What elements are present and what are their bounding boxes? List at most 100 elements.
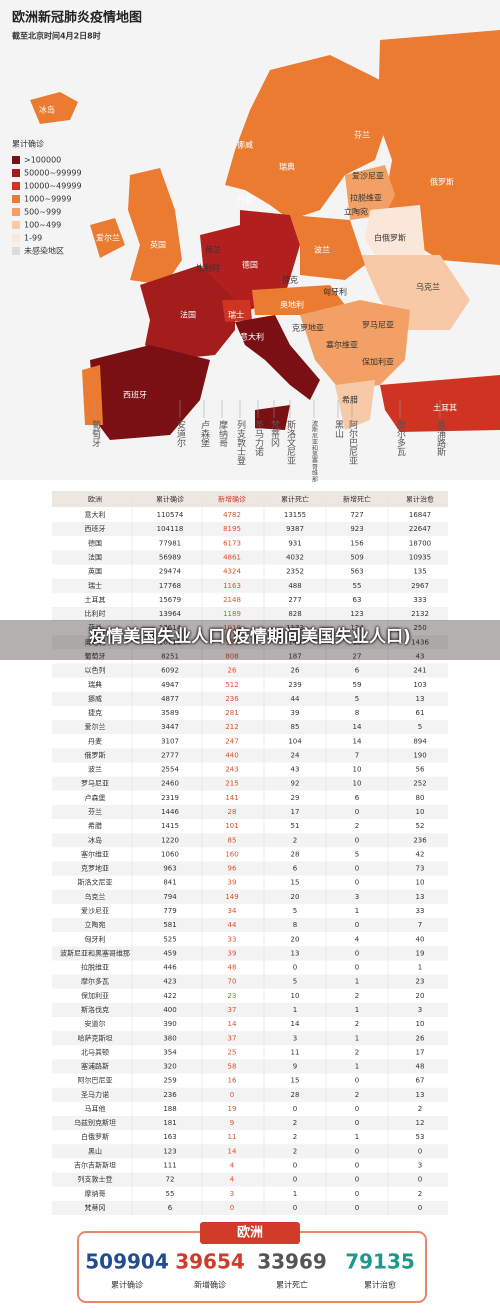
table-cell: 77981: [159, 539, 181, 547]
table-cell: 乌克兰: [85, 892, 106, 901]
table-row: [52, 677, 448, 692]
country-label: 俄罗斯: [430, 177, 454, 187]
table-cell: 160: [225, 850, 238, 858]
table-cell: 188: [163, 1105, 176, 1113]
table-cell: 104118: [157, 525, 184, 533]
table-cell: 17768: [159, 582, 181, 590]
table-row: [52, 1101, 448, 1117]
table-cell: 10: [291, 992, 300, 1000]
table-row: [52, 1073, 448, 1088]
table-row: [52, 635, 448, 650]
table-cell: 14: [353, 737, 362, 745]
table-cell: 236: [413, 836, 427, 844]
table-row: [52, 1158, 448, 1173]
country-shape: [200, 210, 300, 310]
table-cell: 梵蒂冈: [85, 1203, 106, 1212]
table-cell: 10: [416, 1020, 425, 1028]
summary: 欧洲 509904 累计确诊 39654 新增确诊 33969 累计死亡 79135 累计治愈: [77, 1222, 427, 1303]
table-cell: 4032: [286, 553, 304, 561]
table-cell: 0: [355, 1147, 359, 1155]
table-cell: 1: [355, 1063, 359, 1071]
table-cell: 2: [293, 1119, 297, 1127]
table-cell: 28: [291, 1091, 300, 1099]
table-row: [52, 847, 448, 862]
table-cell: 252: [413, 780, 426, 788]
table-cell: 挪威: [88, 694, 102, 703]
column-header: 累计确诊: [156, 495, 184, 504]
table-row: [52, 621, 448, 636]
table-cell: 3: [418, 1162, 422, 1170]
country-label: 西班牙: [123, 390, 147, 400]
table-cell: 146: [288, 638, 302, 646]
table-cell: 529: [225, 638, 238, 646]
table-row: [52, 903, 448, 919]
table-cell: 10: [353, 766, 362, 774]
table-cell: 446: [163, 964, 177, 972]
table-cell: 149: [225, 893, 238, 901]
country-shape: [365, 205, 425, 262]
table-cell: 135: [413, 568, 426, 576]
table-cell: 28: [291, 850, 300, 858]
legend: 累计确诊: [12, 139, 44, 149]
table-cell: 18: [353, 638, 362, 646]
country-label: 丹麦: [237, 195, 253, 205]
table-cell: 10: [353, 780, 362, 788]
map: [30, 30, 500, 440]
table-cell: 55: [353, 582, 362, 590]
table-cell: 52: [416, 822, 425, 830]
table-cell: 3: [418, 1006, 422, 1014]
country-label-vertical: 列支敦士登: [235, 419, 246, 465]
table-cell: 24: [291, 751, 300, 759]
table-cell: 白俄罗斯: [81, 1132, 109, 1141]
table-cell: 0: [355, 1176, 359, 1184]
country-label: 荷兰: [205, 245, 221, 255]
table-cell: 冰岛: [88, 835, 102, 844]
table-cell: 247: [225, 737, 238, 745]
table-row: [52, 988, 448, 1003]
table-cell: 63: [353, 596, 362, 604]
country-label-vertical: 塞浦路斯: [435, 419, 446, 457]
table-cell: 22647: [409, 525, 431, 533]
legend-label: 1-99: [24, 234, 42, 243]
table-cell: 23: [416, 978, 425, 986]
table-cell: 101: [225, 822, 238, 830]
table-cell: 2: [293, 1147, 297, 1155]
table-cell: 163: [163, 1133, 176, 1141]
table-cell: 190: [413, 751, 426, 759]
column-header: 累计治愈: [406, 495, 434, 504]
table-cell: 0: [355, 836, 359, 844]
overlay-band: [0, 620, 500, 660]
table-cell: 42: [416, 850, 425, 858]
table-row: [52, 960, 448, 975]
table-cell: 3447: [161, 723, 179, 731]
table-cell: 2967: [411, 582, 429, 590]
table-cell: 894: [413, 737, 427, 745]
table-cell: 25: [228, 1048, 237, 1056]
table-cell: 20: [291, 935, 300, 943]
table-cell: 5: [355, 850, 359, 858]
legend-swatch: [12, 247, 20, 255]
legend-label: 1000~9999: [24, 195, 71, 204]
table-cell: 26: [228, 667, 237, 675]
summary-label: 新增确诊: [194, 1280, 226, 1290]
table-header-bg: [52, 491, 448, 507]
table-cell: 1163: [223, 582, 241, 590]
country-shape: [30, 92, 78, 124]
country-label: 爱沙尼亚: [352, 172, 384, 181]
table-cell: 212: [225, 723, 238, 731]
country-label: 克罗地亚: [292, 323, 324, 333]
table-cell: 爱尔兰: [85, 722, 106, 731]
table-cell: 匈牙利: [85, 934, 106, 943]
summary-label: 累计确诊: [111, 1280, 143, 1290]
table-row: [52, 932, 448, 947]
table-cell: 239: [288, 681, 301, 689]
table-cell: 9: [230, 1119, 234, 1127]
table-cell: 摩尔多瓦: [81, 977, 109, 986]
table-cell: 37: [228, 1034, 237, 1042]
table-cell: 581: [163, 921, 176, 929]
country-label: 冰岛: [39, 105, 55, 115]
country-label: 瑞士: [228, 310, 244, 320]
table-cell: 9: [293, 1063, 297, 1071]
table-cell: 比利时: [85, 609, 106, 618]
table-cell: 0: [355, 865, 359, 873]
